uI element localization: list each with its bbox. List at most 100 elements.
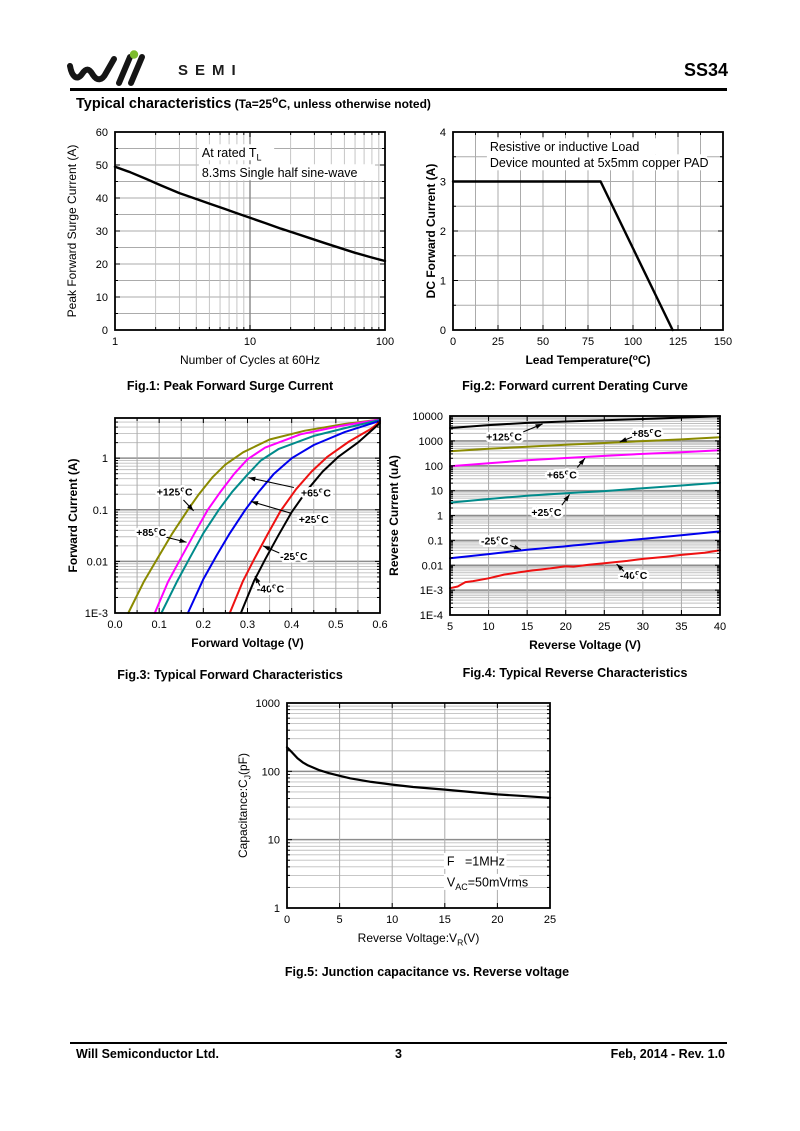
fig5-chart: F =1MHz VAC=50mVrms 0 5 10 15 20 25 1000 100 10 1 Re… [225,690,585,957]
fig5: F =1MHz VAC=50mVrms 0 5 10 15 20 25 1000 100 10 1 Re… [225,690,585,979]
svg-text:40: 40 [96,193,108,205]
svg-text:5: 5 [447,621,453,633]
svg-text:Reverse Voltage (V): Reverse Voltage (V) [529,638,641,652]
svg-text:+85oC: +85oC [136,525,166,539]
svg-text:60: 60 [96,127,108,139]
svg-text:20: 20 [96,259,108,271]
svg-text:0.6: 0.6 [372,619,387,631]
fig4-chart: 5 10 15 20 25 30 35 40 10000 1000 100 10 1 0.1 0.01 1E-… [385,401,745,660]
fig3-chart: 0.0 0.1 0.2 0.3 0.4 0.5 0.6 1E-3 0.01 0.1 1 +125oC +… [60,403,400,658]
svg-text:10: 10 [482,621,494,633]
svg-text:0.0: 0.0 [107,619,122,631]
svg-text:10: 10 [431,486,443,498]
svg-text:3: 3 [440,177,446,189]
svg-text:1: 1 [112,336,118,348]
svg-text:1E-4: 1E-4 [420,610,443,622]
fig2-caption: Fig.2: Forward current Derating Curve [462,379,688,393]
footer-rule [70,1042,727,1044]
svg-text:5: 5 [337,914,343,926]
logo-green-dot-icon [129,50,139,59]
svg-text:30: 30 [637,621,649,633]
svg-text:4: 4 [440,127,446,139]
fig3-svg: 0.0 0.1 0.2 0.3 0.4 0.5 0.6 1E-3 0.01 0.1 1 +125oC +… [66,417,388,650]
svg-text:0.1: 0.1 [428,535,443,547]
svg-text:Resistive or inductive Load: Resistive or inductive Load [490,140,639,154]
svg-text:At rated TL: At rated TL [202,146,262,163]
svg-text:15: 15 [521,621,533,633]
svg-text:2: 2 [440,226,446,238]
svg-text:Device mounted at 5x5mm copper: Device mounted at 5x5mm copper PAD [490,156,709,170]
footer-page-number: 3 [395,1047,402,1061]
svg-text:0.2: 0.2 [196,619,211,631]
svg-text:0: 0 [102,325,108,337]
svg-text:+125oC: +125oC [157,485,193,499]
svg-text:Reverse Voltage:VR(V): Reverse Voltage:VR(V) [358,931,480,948]
svg-text:25: 25 [598,621,610,633]
svg-text:30: 30 [96,226,108,238]
svg-text:10: 10 [244,336,256,348]
svg-text:0.1: 0.1 [152,619,167,631]
svg-text:VAC=50mVrms: VAC=50mVrms [447,875,528,892]
fig5-caption: Fig.5: Junction capacitance vs. Reverse … [284,965,570,979]
svg-text:DC Forward Current (A): DC Forward Current (A) [424,164,438,299]
svg-text:0: 0 [440,325,446,337]
will-logo-icon [67,50,145,86]
svg-text:1000: 1000 [419,436,443,448]
svg-text:25: 25 [544,914,556,926]
svg-text:Lead Temperature(oC): Lead Temperature(oC) [525,352,650,367]
fig2-svg: Resistive or inductive Load Device mounte… [424,127,732,367]
svg-text:25: 25 [492,336,504,348]
svg-text:20: 20 [560,621,572,633]
svg-text:50: 50 [537,336,549,348]
svg-text:0: 0 [284,914,290,926]
svg-text:40: 40 [714,621,726,633]
svg-text:Peak Forward Surge Current (A): Peak Forward Surge Current (A) [65,145,79,318]
svg-text:0.5: 0.5 [328,619,343,631]
svg-text:20: 20 [491,914,503,926]
svg-text:+65oC: +65oC [301,486,331,500]
fig5-svg: F =1MHz VAC=50mVrms 0 5 10 15 20 25 1000 100 10 1 Re… [236,698,556,948]
title-condition: (Ta=25oC, unless otherwise noted) [231,95,431,111]
svg-text:15: 15 [439,914,451,926]
svg-text:1E-3: 1E-3 [420,585,443,597]
fig2-chart: Resistive or inductive Load Device mounte… [405,122,745,373]
svg-text:125: 125 [669,336,687,348]
fig2: Resistive or inductive Load Device mounte… [405,122,745,393]
header-rule [70,88,727,91]
svg-text:+85oC: +85oC [632,426,662,440]
svg-text:1: 1 [274,903,280,915]
fig4-caption: Fig.4: Typical Reverse Characteristics [462,666,688,680]
svg-text:0.01: 0.01 [87,556,108,568]
fig1: At rated TL 8.3ms Single half sine-wave 1 1… [60,122,400,393]
svg-text:Number of Cycles at 60Hz: Number of Cycles at 60Hz [180,353,320,367]
svg-text:1000: 1000 [256,698,280,710]
svg-text:10: 10 [96,292,108,304]
svg-text:100: 100 [262,766,280,778]
svg-text:100: 100 [425,461,443,473]
brand-text: SEMI [178,62,243,79]
footer-revision: Feb, 2014 - Rev. 1.0 [610,1047,725,1061]
svg-text:0.3: 0.3 [240,619,255,631]
svg-text:+125oC: +125oC [486,430,522,444]
svg-text:1: 1 [102,453,108,465]
svg-text:0.1: 0.1 [93,505,108,517]
svg-text:Forward Current (A): Forward Current (A) [66,458,80,572]
svg-text:10: 10 [386,914,398,926]
svg-text:50: 50 [96,160,108,172]
svg-text:100: 100 [376,336,394,348]
svg-text:Forward Voltage (V): Forward Voltage (V) [191,636,303,650]
fig1-chart: At rated TL 8.3ms Single half sine-wave 1 1… [60,122,400,373]
svg-text:1: 1 [440,276,446,288]
svg-text:+25oC: +25oC [299,512,329,526]
svg-text:0.01: 0.01 [422,560,443,572]
part-number: SS34 [683,60,728,80]
svg-text:35: 35 [675,621,687,633]
svg-text:150: 150 [714,336,732,348]
svg-text:0.4: 0.4 [284,619,299,631]
page-title: Typical characteristics (Ta=25oC, unless… [76,95,431,113]
svg-text:Reverse Current (uA): Reverse Current (uA) [387,455,401,576]
title-main: Typical characteristics [76,96,232,112]
svg-text:1: 1 [437,511,443,523]
footer-company: Will Semiconductor Ltd. [76,1047,219,1061]
